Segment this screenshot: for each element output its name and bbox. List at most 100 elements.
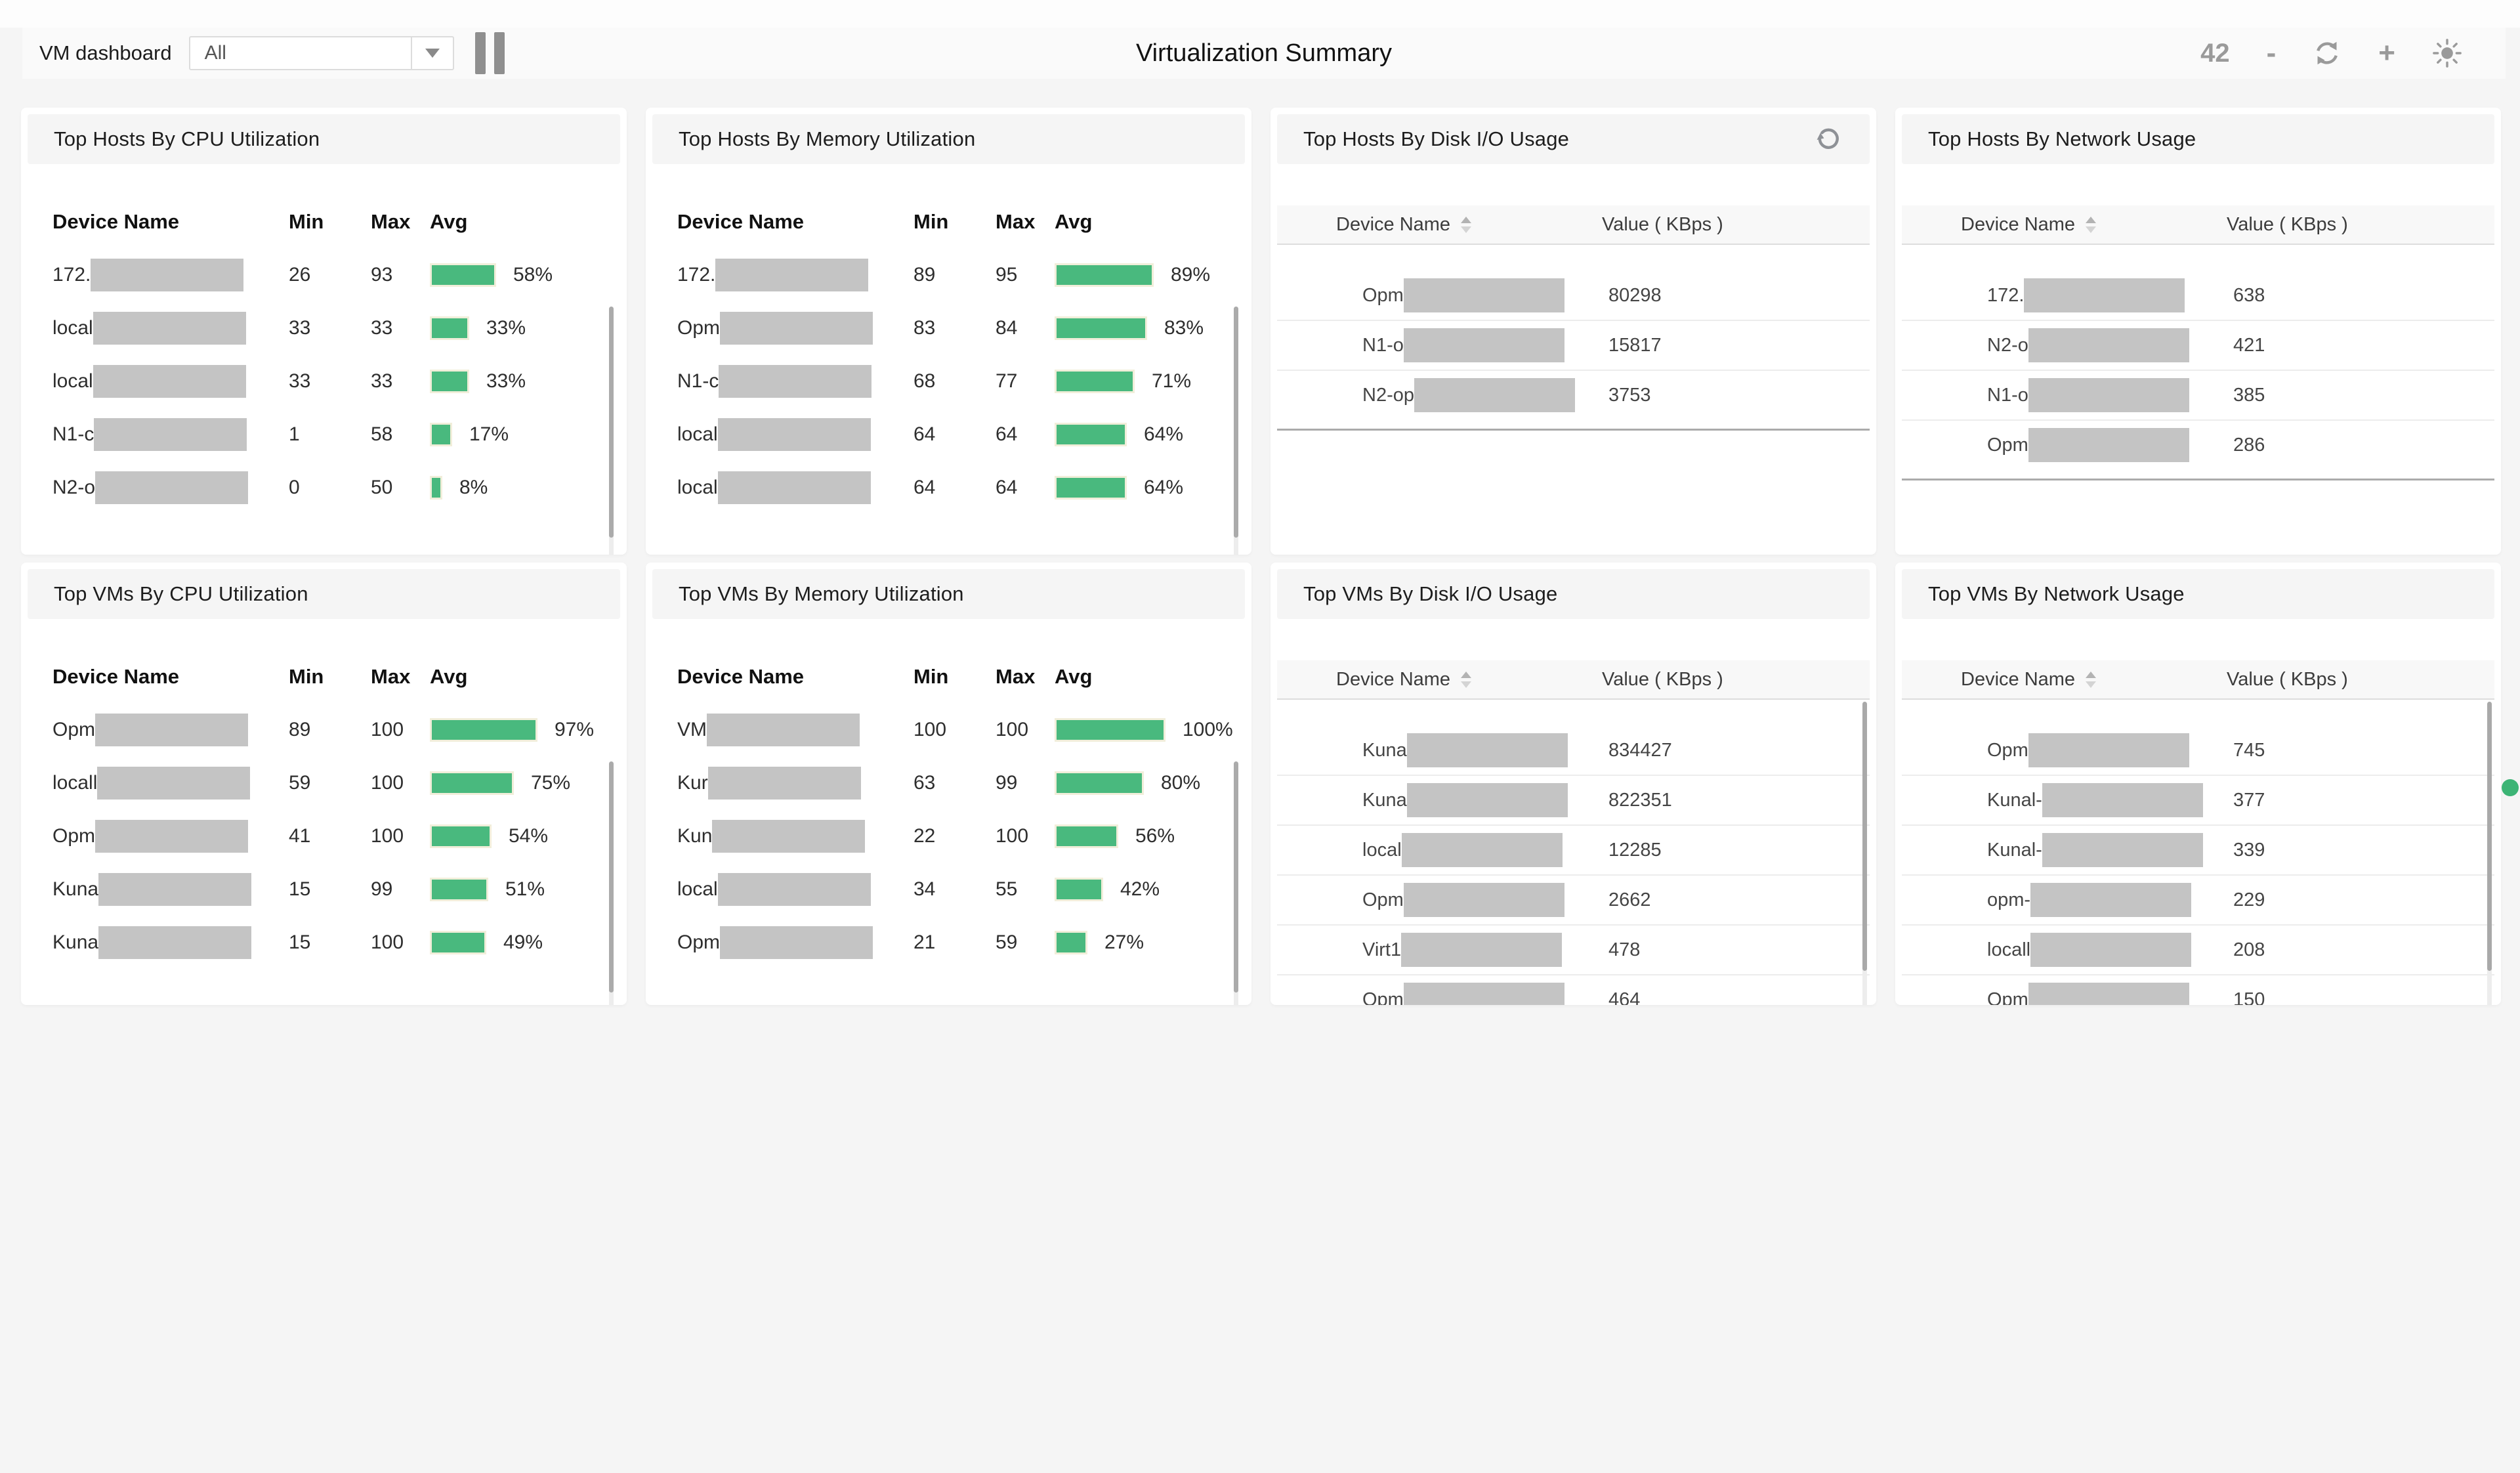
brightness-icon[interactable] <box>2432 38 2462 68</box>
panel-header: Top Hosts By Network Usage <box>1902 114 2494 164</box>
column-header-avg: Avg <box>1055 210 1093 233</box>
scrollbar-thumb[interactable] <box>2487 702 2492 971</box>
scrollbar-thumb[interactable] <box>1234 307 1238 538</box>
device-name-cell[interactable]: Opm <box>677 926 914 959</box>
device-name-cell[interactable]: Opm <box>52 819 289 853</box>
redacted-name-block <box>2024 278 2185 312</box>
device-name-cell[interactable]: VM <box>677 713 914 746</box>
redacted-name-block <box>1401 833 1563 867</box>
device-name-cell[interactable]: Opm <box>1987 983 2189 1005</box>
device-name-cell[interactable]: Opm <box>1987 428 2189 462</box>
device-name-cell[interactable]: 172. <box>1987 278 2185 312</box>
device-name-cell[interactable]: Kunal- <box>1987 833 2203 867</box>
device-name-cell[interactable]: locall <box>1987 933 2192 967</box>
device-name-cell[interactable]: N2-o <box>52 471 289 504</box>
avg-bar <box>1055 877 1103 901</box>
avg-bar <box>430 717 537 742</box>
pause-icon <box>474 32 486 74</box>
device-name-cell[interactable]: N1-o <box>1987 378 2189 412</box>
vertical-scrollbar[interactable] <box>1234 761 1238 1005</box>
device-name-cell[interactable]: local <box>677 872 914 906</box>
device-name-cell[interactable]: 172. <box>677 258 914 291</box>
table-row: 172. 26 93 58% <box>52 248 607 301</box>
column-header-min: Min <box>289 665 324 688</box>
device-name-cell[interactable]: opm- <box>1987 883 2192 917</box>
column-header-device-name[interactable]: Device Name <box>1961 668 2097 691</box>
device-name-cell[interactable]: N1-c <box>52 417 289 451</box>
avg-value: 42% <box>1120 878 1160 900</box>
panel-title: Top Hosts By Network Usage <box>1928 127 2196 150</box>
table-row: local 64 64 64% <box>677 461 1232 514</box>
table-row: local 12285 <box>1277 826 1870 876</box>
device-name-cell[interactable]: local <box>52 311 289 345</box>
device-name-cell[interactable]: Kuna <box>1362 733 1568 767</box>
vertical-scrollbar[interactable] <box>1862 702 1867 1005</box>
vertical-scrollbar[interactable] <box>1234 307 1238 555</box>
scrollbar-thumb[interactable] <box>609 307 614 538</box>
device-name-cell[interactable]: Opm <box>1362 983 1564 1005</box>
vertical-scrollbar[interactable] <box>2487 702 2492 1005</box>
dropdown-caret-box[interactable] <box>410 37 453 69</box>
notification-dot[interactable] <box>2502 779 2519 796</box>
column-header-label: Device Name <box>1961 668 2076 690</box>
scrollbar-thumb[interactable] <box>609 761 614 993</box>
redacted-name-block <box>95 819 249 853</box>
device-name-cell[interactable]: Virt1 <box>1362 933 1563 967</box>
device-name-prefix: N1-o <box>1362 334 1404 356</box>
redacted-name-block <box>94 417 247 451</box>
device-name-cell[interactable]: local <box>52 364 289 398</box>
scrollbar-thumb[interactable] <box>1862 702 1867 971</box>
vertical-scrollbar[interactable] <box>609 307 614 555</box>
avg-cell: 75% <box>430 771 607 795</box>
device-name-cell[interactable]: Opm <box>1987 733 2189 767</box>
device-name-cell[interactable]: Kur <box>677 766 914 800</box>
table-row: 172. 89 95 89% <box>677 248 1232 301</box>
device-name-cell[interactable]: Opm <box>1362 883 1564 917</box>
device-name-cell[interactable]: Opm <box>52 713 289 746</box>
device-name-cell[interactable]: N2-op <box>1362 378 1575 412</box>
column-header-device-name[interactable]: Device Name <box>1336 669 1472 691</box>
device-name-cell[interactable]: local <box>677 471 914 504</box>
table-row: local 33 33 33% <box>52 354 607 408</box>
panel-title: Top VMs By Memory Utilization <box>679 582 964 605</box>
zoom-out-button[interactable]: - <box>2266 37 2277 69</box>
column-header-device-name[interactable]: Device Name <box>1961 214 2097 236</box>
table-row: opm- 229 <box>1902 876 2494 926</box>
refresh-button[interactable] <box>2313 39 2342 68</box>
device-name-prefix: N1-c <box>677 370 719 392</box>
avg-value: 17% <box>469 423 509 445</box>
scrollbar-thumb[interactable] <box>1234 761 1238 993</box>
max-cell: 95 <box>996 263 1018 286</box>
column-header-device-name[interactable]: Device Name <box>1336 214 1472 236</box>
device-name-cell[interactable]: N1-o <box>1362 328 1564 362</box>
panel-top-hosts-network: Top Hosts By Network Usage Device Name Val… <box>1895 108 2501 555</box>
device-name-cell[interactable]: N1-c <box>677 364 914 398</box>
vertical-scrollbar[interactable] <box>609 761 614 1005</box>
device-name-cell[interactable]: Opm <box>1362 278 1564 312</box>
device-name-cell[interactable]: local <box>677 417 914 451</box>
table-row: locall 208 <box>1902 926 2494 975</box>
device-name-cell[interactable]: 172. <box>52 258 289 291</box>
device-name-prefix: N1-o <box>1987 384 2028 406</box>
min-cell: 59 <box>289 771 311 794</box>
history-icon[interactable] <box>1813 124 1843 154</box>
device-name-cell[interactable]: Kun <box>677 819 914 853</box>
device-name-cell[interactable]: locall <box>52 766 289 800</box>
redacted-name-block <box>1403 328 1564 362</box>
table-column-headers: Device Name Min Max Avg <box>52 665 607 689</box>
device-name-cell[interactable]: Kuna <box>52 872 289 906</box>
device-name-cell[interactable]: local <box>1362 833 1563 867</box>
dashboard-label: VM dashboard <box>39 41 172 64</box>
device-name-cell[interactable]: N2-o <box>1987 328 2189 362</box>
redacted-name-block <box>2028 328 2189 362</box>
device-name-cell[interactable]: Kuna <box>1362 783 1568 817</box>
device-name-cell[interactable]: Kunal- <box>1987 783 2203 817</box>
sort-icon <box>1461 671 1472 688</box>
pause-rotation-button[interactable] <box>474 32 505 74</box>
dashboard-filter-select[interactable]: All <box>188 36 454 70</box>
value-cell: 15817 <box>1608 334 1662 356</box>
zoom-in-button[interactable]: + <box>2378 37 2395 69</box>
device-name-cell[interactable]: Opm <box>677 311 914 345</box>
device-name-cell[interactable]: Kuna <box>52 926 289 959</box>
column-header-device-name: Device Name <box>52 210 180 233</box>
